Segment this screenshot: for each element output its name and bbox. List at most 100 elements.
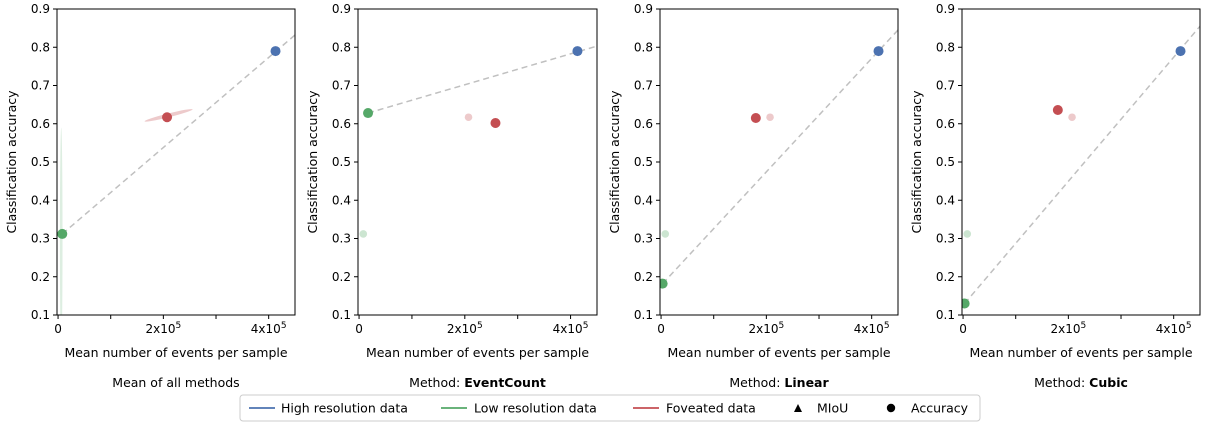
high-data-point	[270, 46, 281, 57]
legend-frame	[239, 394, 981, 422]
y-tick-label: 0.3	[936, 232, 955, 246]
y-tick-label: 0.4	[31, 193, 50, 207]
chart-panel-2: 0.1 0.2 0.3 0.4 0.5 0.6 0.7 0.8 0.9 0 2x105 4x105 Me…	[305, 2, 598, 390]
plot-area	[359, 45, 597, 238]
x-axis-title: Mean number of events per sample	[366, 345, 589, 360]
panel-caption-prefix: Method:	[1034, 375, 1089, 390]
low-reference-point	[963, 230, 972, 238]
chart-panels: 0.1 0.2 0.3 0.4 0.5 0.6 0.7 0.8 0.9 0 2x105 4x105 Me…	[4, 2, 1201, 390]
axes-frame	[357, 8, 598, 316]
y-tick-label: 0.2	[936, 270, 955, 284]
y-tick-label: 0.2	[634, 270, 653, 284]
y-tick-label: 0.6	[936, 117, 955, 131]
legend-item: MIoU	[794, 401, 848, 416]
y-tick-label: 0.8	[31, 40, 50, 54]
y-tick-label: 0.8	[634, 40, 653, 54]
y-tick-label: 0.6	[31, 117, 50, 131]
panel-caption-prefix: Method:	[729, 375, 784, 390]
x-tick-label: 2x105	[1050, 321, 1086, 336]
y-axis-title: Classification accuracy	[607, 90, 622, 234]
x-tick-label: 2x105	[447, 321, 483, 336]
plot-area	[962, 25, 1200, 309]
low-data-point	[363, 108, 374, 119]
x-tick-label: 0	[959, 322, 967, 336]
panel-caption-method: Linear	[784, 375, 829, 390]
low-data-point	[57, 228, 68, 239]
foveated-data-point	[490, 117, 501, 128]
y-axis-title: Classification accuracy	[909, 90, 924, 234]
y-tick-label: 0.5	[936, 155, 955, 169]
x-tick-label: 4x105	[553, 321, 589, 336]
legend-label: MIoU	[817, 401, 848, 416]
y-tick-label: 0.6	[332, 117, 351, 131]
low-reference-point	[359, 230, 368, 238]
y-tick-label: 0.9	[31, 2, 50, 16]
legend-item: Low resolution data	[441, 401, 597, 416]
triangle-marker-icon	[794, 404, 802, 412]
plot-area	[57, 34, 295, 315]
high-data-point	[572, 46, 583, 57]
circle-marker-icon	[886, 403, 896, 413]
low-reference-point	[661, 230, 670, 238]
legend-items: High resolution data Low resolution data F…	[249, 401, 969, 416]
plot-area	[660, 29, 898, 289]
foveated-reference-point	[1068, 113, 1076, 122]
panel-caption: Mean of all methods	[112, 375, 239, 390]
high-data-point	[873, 46, 884, 57]
y-tick-label: 0.6	[634, 117, 653, 131]
x-tick-label: 0	[54, 322, 62, 336]
x-axis-title: Mean number of events per sample	[969, 345, 1192, 360]
panel-caption: Method: Linear	[729, 375, 829, 390]
y-tick-label: 0.5	[31, 155, 50, 169]
y-tick-label: 0.5	[332, 155, 351, 169]
x-tick-label: 4x105	[251, 321, 287, 336]
high-data-point	[1175, 46, 1186, 57]
x-tick-label: 0	[355, 322, 363, 336]
y-tick-label: 0.7	[31, 79, 50, 93]
trend-line	[662, 29, 898, 285]
y-tick-label: 0.1	[31, 308, 50, 322]
panel-caption: Method: EventCount	[409, 375, 546, 390]
x-axis-title: Mean number of events per sample	[64, 345, 287, 360]
chart-panel-1: 0.1 0.2 0.3 0.4 0.5 0.6 0.7 0.8 0.9 0 2x105 4x105 Me…	[4, 2, 296, 390]
y-tick-label: 0.9	[634, 2, 653, 16]
axes-frame	[961, 8, 1201, 316]
y-tick-label: 0.8	[936, 40, 955, 54]
panel-caption: Method: Cubic	[1034, 375, 1128, 390]
y-tick-label: 0.8	[332, 40, 351, 54]
legend-item: Accuracy	[886, 401, 969, 416]
y-tick-label: 0.7	[936, 79, 955, 93]
legend-label: Accuracy	[911, 401, 969, 416]
y-axis-title: Classification accuracy	[305, 90, 320, 234]
y-tick-label: 0.3	[332, 232, 351, 246]
panel-caption-text: Mean of all methods	[112, 375, 239, 390]
trend-line	[367, 45, 597, 114]
y-tick-label: 0.1	[634, 308, 653, 322]
chart-panel-4: 0.1 0.2 0.3 0.4 0.5 0.6 0.7 0.8 0.9 0 2x105 4x105 Me…	[909, 2, 1201, 390]
foveated-reference-point	[766, 113, 774, 122]
y-tick-label: 0.1	[936, 308, 955, 322]
legend-label: High resolution data	[281, 401, 408, 416]
chart-panel-3: 0.1 0.2 0.3 0.4 0.5 0.6 0.7 0.8 0.9 0 2x105 4x105 Me…	[607, 2, 899, 390]
legend-item: Foveated data	[633, 401, 756, 416]
axes-frame	[56, 8, 296, 316]
y-tick-label: 0.3	[31, 232, 50, 246]
y-tick-label: 0.2	[332, 270, 351, 284]
y-tick-label: 0.2	[31, 270, 50, 284]
y-tick-label: 0.4	[936, 193, 955, 207]
legend: High resolution data Low resolution data F…	[239, 394, 981, 422]
y-axis-title: Classification accuracy	[4, 90, 19, 234]
y-tick-label: 0.5	[634, 155, 653, 169]
low-data-point	[660, 278, 668, 289]
trend-line	[61, 34, 295, 235]
foveated-data-point	[750, 113, 761, 124]
foveated-data-point	[1052, 104, 1063, 115]
y-tick-label: 0.4	[634, 193, 653, 207]
x-tick-label: 2x105	[748, 321, 784, 336]
y-tick-label: 0.4	[332, 193, 351, 207]
y-tick-label: 0.7	[332, 79, 351, 93]
x-axis-title: Mean number of events per sample	[667, 345, 890, 360]
panel-caption-prefix: Method:	[409, 375, 464, 390]
x-tick-label: 4x105	[1156, 321, 1192, 336]
